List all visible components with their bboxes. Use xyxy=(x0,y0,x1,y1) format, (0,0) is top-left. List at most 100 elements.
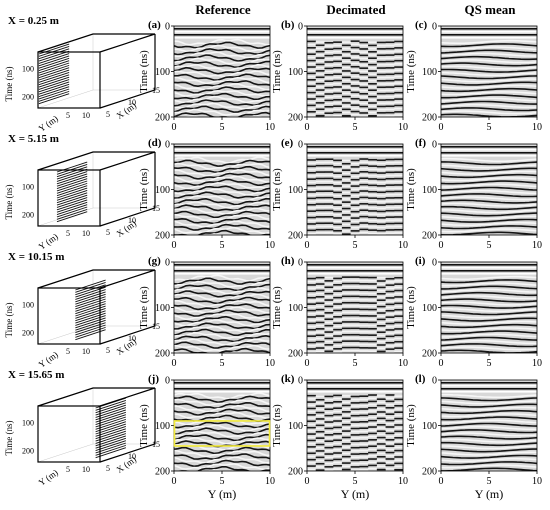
decimated-trace-block xyxy=(315,168,325,170)
decimated-trace-block xyxy=(350,411,360,414)
decimated-trace-block xyxy=(333,54,343,56)
decimated-trace-block xyxy=(359,60,369,63)
decimated-trace-block xyxy=(385,322,395,325)
decimated-trace-block xyxy=(376,465,386,468)
decimated-trace-block xyxy=(307,404,316,407)
decimated-trace-block xyxy=(359,70,369,73)
decimated-trace-block xyxy=(333,423,343,426)
decimated-trace-block xyxy=(368,340,378,343)
decimated-trace-block xyxy=(324,276,334,279)
cube-y-tick: 5 xyxy=(66,229,70,238)
decimated-trace-block xyxy=(333,220,343,222)
decimated-trace-block xyxy=(324,408,334,411)
decimated-trace-block xyxy=(333,98,343,101)
y-axis-label: Time (ns) xyxy=(271,50,283,93)
decimated-trace-block xyxy=(350,437,360,439)
decimated-trace-block xyxy=(385,284,395,286)
direct-wave-band xyxy=(441,155,537,157)
decimated-trace-block xyxy=(376,172,386,174)
panel-tag: (b) xyxy=(281,19,295,31)
decimated-trace-block xyxy=(350,198,360,200)
decimated-trace-block xyxy=(341,89,351,91)
decimated-trace-block xyxy=(394,334,403,337)
decimated-trace-block xyxy=(394,408,403,410)
decimated-trace-block xyxy=(359,449,369,452)
decimated-trace-block xyxy=(333,66,343,69)
decimated-trace-block xyxy=(324,450,334,452)
decimated-trace-block xyxy=(341,194,351,197)
direct-wave-band xyxy=(174,264,270,266)
decimated-trace-block xyxy=(350,421,360,423)
decimated-trace-block xyxy=(341,446,351,448)
data-cube xyxy=(37,387,156,463)
decimated-trace-block xyxy=(333,201,343,203)
trace-band xyxy=(174,290,270,298)
decimated-trace-block xyxy=(341,427,351,429)
decimated-trace-block xyxy=(333,44,343,47)
decimated-trace-block xyxy=(394,47,403,49)
decimated-trace-block xyxy=(324,216,334,218)
decimated-trace-block xyxy=(394,286,403,289)
decimated-trace-block xyxy=(341,60,351,63)
decimated-trace-block xyxy=(359,174,369,176)
decimated-trace-block xyxy=(324,158,334,161)
decimated-trace-block xyxy=(315,402,325,404)
decimated-trace-block xyxy=(376,334,386,337)
decimated-trace-block xyxy=(341,289,351,291)
decimated-trace-block xyxy=(368,41,378,44)
decimated-trace-block xyxy=(368,350,378,352)
decimated-trace-block xyxy=(324,187,334,189)
decimated-trace-block xyxy=(307,423,316,426)
decimated-trace-block xyxy=(359,437,369,439)
decimated-trace-block xyxy=(333,204,343,206)
trace-band xyxy=(174,347,270,353)
trace-band xyxy=(441,288,537,293)
cube-time-tick: 100 xyxy=(22,419,34,428)
decimated-trace-block xyxy=(368,327,378,330)
decimated-trace-block xyxy=(368,295,378,298)
cube-back-edge xyxy=(37,325,94,345)
decimated-trace-block xyxy=(333,300,343,302)
decimated-trace-block xyxy=(385,335,395,338)
decimated-trace-block xyxy=(333,410,343,413)
y-axis-label: Time (ns) xyxy=(138,50,150,93)
decimated-trace-block xyxy=(394,318,403,321)
decimated-trace-block xyxy=(307,56,316,59)
trace-band xyxy=(441,186,537,191)
decimated-trace-block xyxy=(359,315,369,317)
slice-trace-line xyxy=(95,411,127,423)
slice-trace-line xyxy=(38,53,70,64)
radargram-image xyxy=(441,262,537,353)
decimated-trace-block xyxy=(315,276,325,279)
trace-band xyxy=(441,55,537,61)
decimated-trace-block xyxy=(315,66,325,69)
decimated-trace-block xyxy=(350,220,360,223)
decimated-trace-block xyxy=(350,459,360,462)
decimated-trace-block xyxy=(324,434,334,436)
decimated-trace-block xyxy=(368,289,378,292)
decimated-trace-block xyxy=(333,114,343,117)
decimated-trace-block xyxy=(359,401,369,404)
decimated-trace-block xyxy=(376,175,386,178)
trace-band xyxy=(441,177,537,182)
decimated-trace-block xyxy=(359,318,369,320)
trace-band xyxy=(441,291,537,297)
decimated-trace-block xyxy=(385,92,395,95)
decimated-trace-block xyxy=(350,418,360,420)
decimated-trace-block xyxy=(315,187,325,189)
decimated-trace-block xyxy=(359,44,369,47)
decimated-trace-block xyxy=(324,41,334,44)
decimated-trace-block xyxy=(315,47,325,50)
decimated-trace-block xyxy=(394,104,403,107)
decimated-trace-block xyxy=(307,159,316,161)
decimated-trace-block xyxy=(315,305,325,308)
decimated-trace-block xyxy=(324,225,334,228)
trace-band xyxy=(441,275,537,281)
trace-band xyxy=(441,221,537,227)
decimated-trace-block xyxy=(394,117,403,119)
decimated-trace-block xyxy=(394,95,403,97)
decimated-trace-block xyxy=(307,449,316,451)
decimated-trace-block xyxy=(350,346,360,349)
decimated-trace-block xyxy=(341,439,351,442)
